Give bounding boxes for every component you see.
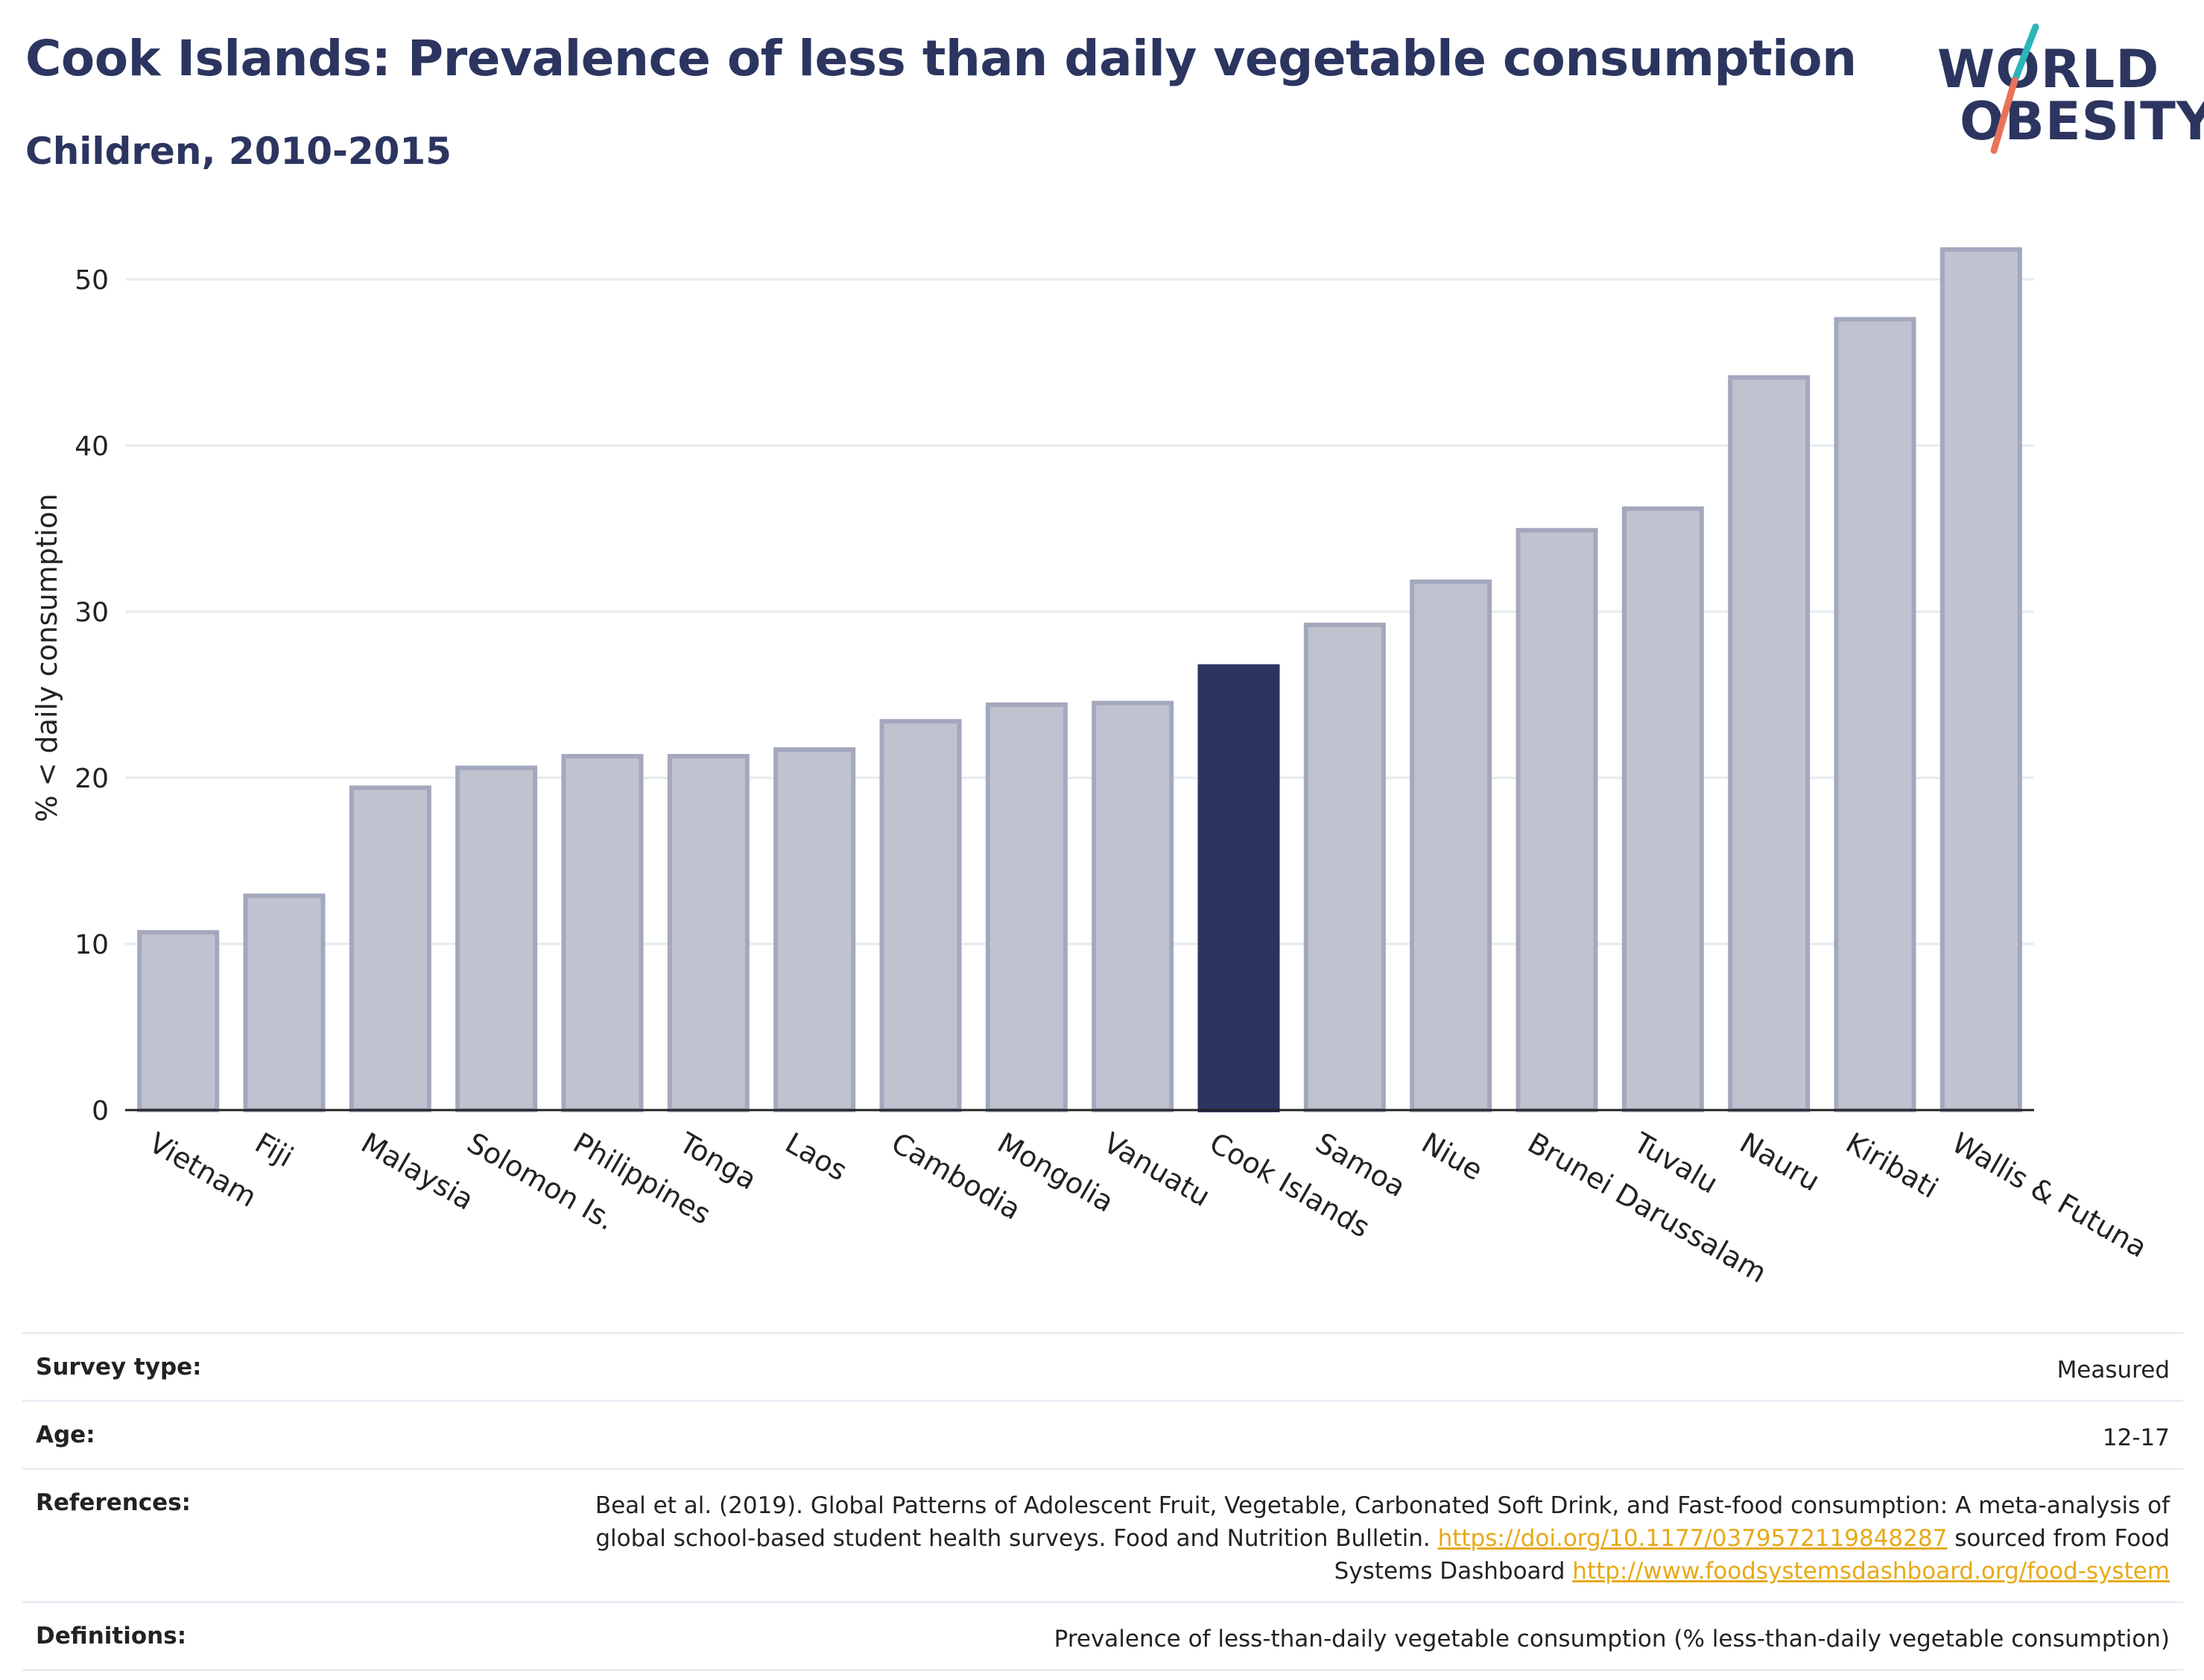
bar-niue xyxy=(1410,579,1492,1112)
bar-cambodia xyxy=(879,719,962,1112)
info-value: Prevalence of less-than-daily vegetable … xyxy=(1054,1626,2170,1652)
info-label: Definitions: xyxy=(36,1623,187,1649)
y-tick-label: 20 xyxy=(75,764,109,794)
x-tick-label: Kiribati xyxy=(1840,1126,1944,1205)
reference-source-text: sourced from Food Systems Dashboard xyxy=(1334,1525,2170,1585)
bar-brunei-darussalam xyxy=(1516,527,1598,1113)
bar-vietnam xyxy=(137,930,220,1113)
info-table: Survey type: Measured Age: 12-17 Referen… xyxy=(22,1332,2183,1671)
y-axis-label: % < daily consumption xyxy=(31,493,63,822)
logo-text-line1: WORLD xyxy=(1937,39,2160,100)
info-row-age: Age: 12-17 xyxy=(22,1400,2183,1468)
bar-nauru xyxy=(1728,375,1811,1112)
y-tick-label: 0 xyxy=(92,1096,109,1126)
bar-philippines xyxy=(561,754,644,1112)
info-label: Age: xyxy=(36,1421,95,1448)
reference-text: Beal et al. (2019). Global Patterns of A… xyxy=(595,1492,2170,1552)
bar-solomon-is- xyxy=(455,765,538,1112)
bar-laos xyxy=(773,747,856,1113)
bar-tuvalu xyxy=(1621,506,1704,1112)
y-tick-label: 40 xyxy=(75,431,109,462)
y-tick-label: 10 xyxy=(75,930,109,960)
logo-slash-icon xyxy=(1990,23,2039,154)
bar-samoa xyxy=(1303,622,1386,1112)
info-value: 12-17 xyxy=(2102,1424,2170,1451)
x-tick-label: Vanuatu xyxy=(1098,1126,1216,1213)
bar-mongolia xyxy=(985,702,1068,1112)
bar-tonga xyxy=(667,754,750,1112)
x-tick-label: Laos xyxy=(780,1126,853,1188)
info-value: Measured xyxy=(2056,1357,2170,1383)
bar-malaysia xyxy=(349,785,431,1112)
info-label: References: xyxy=(36,1489,191,1516)
x-tick-label: Niue xyxy=(1416,1126,1489,1187)
x-tick-label: Vietnam xyxy=(144,1126,262,1214)
chart-title: Cook Islands: Prevalence of less than da… xyxy=(25,30,1857,87)
info-row-references: References: Beal et al. (2019). Global P… xyxy=(22,1468,2183,1601)
bar-fiji xyxy=(243,893,326,1113)
x-tick-label: Fiji xyxy=(250,1126,299,1173)
bar-vanuatu xyxy=(1092,700,1174,1112)
bar-cook-islands xyxy=(1197,664,1280,1112)
x-tick-label: Nauru xyxy=(1735,1126,1825,1198)
info-row-survey-type: Survey type: Measured xyxy=(22,1332,2183,1400)
y-tick-label: 30 xyxy=(75,597,109,628)
bar-kiribati xyxy=(1834,317,1916,1112)
y-tick-label: 50 xyxy=(75,265,109,296)
world-obesity-logo: WORLD OBESITY xyxy=(1937,22,2204,156)
y-tick-labels: 0 10 20 30 40 50 xyxy=(75,265,109,1126)
food-systems-dashboard-link[interactable]: http://www.foodsystemsdashboard.org/food… xyxy=(1572,1558,2170,1585)
chart-subtitle: Children, 2010-2015 xyxy=(25,130,452,173)
x-tick-label: Malaysia xyxy=(355,1126,479,1217)
grid-lines xyxy=(125,278,2034,945)
info-value: Beal et al. (2019). Global Patterns of A… xyxy=(568,1489,2170,1588)
bar-wallis-futuna xyxy=(1939,247,2022,1113)
bars xyxy=(137,247,2022,1113)
info-row-definitions: Definitions: Prevalence of less-than-dai… xyxy=(22,1601,2183,1671)
x-tick-label: Wallis & Futuna xyxy=(1946,1126,2153,1264)
info-label: Survey type: xyxy=(36,1354,202,1381)
doi-link[interactable]: https://doi.org/10.1177/0379572119848287 xyxy=(1437,1525,1948,1552)
